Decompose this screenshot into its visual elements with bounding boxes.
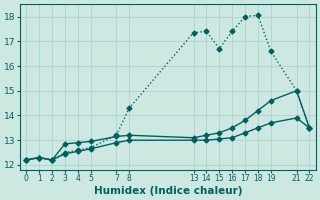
X-axis label: Humidex (Indice chaleur): Humidex (Indice chaleur): [93, 186, 242, 196]
